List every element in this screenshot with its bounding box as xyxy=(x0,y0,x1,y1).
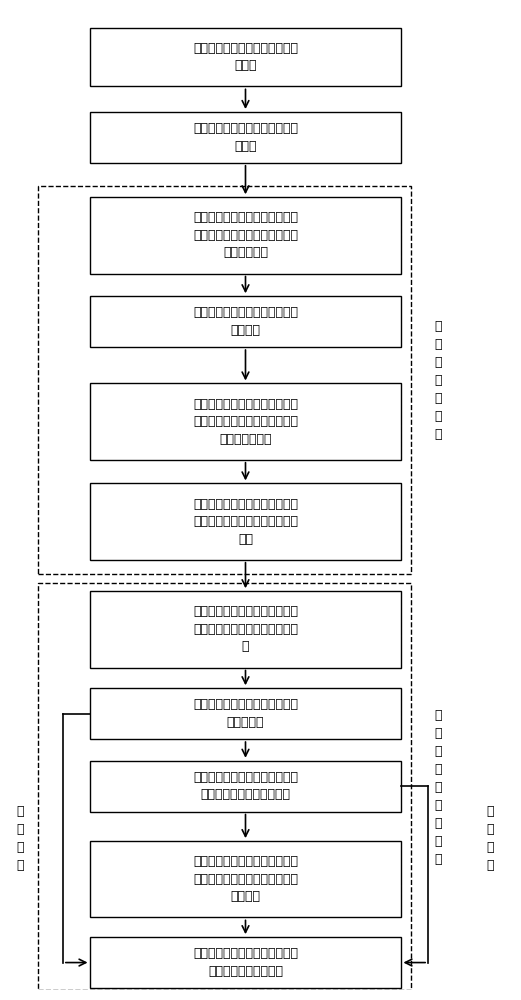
Text: 优
化
变
量: 优 化 变 量 xyxy=(17,805,24,872)
Bar xyxy=(91,383,401,460)
Text: 录制啄取动作视频、筛选可用图
像序列: 录制啄取动作视频、筛选可用图 像序列 xyxy=(193,122,298,153)
Text: 求所有帧上相邻编号标记关节点
的间距的平均值作为近似骨骼长
度: 求所有帧上相邻编号标记关节点 的间距的平均值作为近似骨骼长 度 xyxy=(193,605,298,653)
Text: 假
设
关
节
点
位
置
优
化: 假 设 关 节 点 位 置 优 化 xyxy=(435,709,442,866)
Text: 根据筛选出五个点的灰度值不同
进行编号: 根据筛选出五个点的灰度值不同 进行编号 xyxy=(193,306,298,337)
Text: 优
化
条
件: 优 化 条 件 xyxy=(487,805,494,872)
Text: 对图像进行腐蚀处理，使标记关
节点缩小为单像素点便于识别标
记点的圆心位置: 对图像进行腐蚀处理，使标记关 节点缩小为单像素点便于识别标 记点的圆心位置 xyxy=(193,398,298,446)
Bar xyxy=(38,186,411,574)
Bar xyxy=(91,761,401,812)
Text: 逐帧进行最优化求解，得到最优
关节假设点的位置坐标: 逐帧进行最优化求解，得到最优 关节假设点的位置坐标 xyxy=(193,947,298,978)
Bar xyxy=(91,112,401,163)
Bar xyxy=(91,841,401,917)
Text: 在啄木鸟关节点近似位置做标记
关节点: 在啄木鸟关节点近似位置做标记 关节点 xyxy=(193,42,298,72)
Text: 设两相邻编号的假设关节点间的
距离等于对于近似骨骼长度: 设两相邻编号的假设关节点间的 距离等于对于近似骨骼长度 xyxy=(193,771,298,801)
Text: 各
帧
图
像
预
处
理: 各 帧 图 像 预 处 理 xyxy=(435,320,442,441)
Bar xyxy=(91,296,401,347)
Bar xyxy=(91,591,401,668)
Text: 建立同编号假设关节点和标记关
节点间的距离求和函数作为优化
目标函数: 建立同编号假设关节点和标记关 节点间的距离求和函数作为优化 目标函数 xyxy=(193,855,298,903)
Text: 设与标记关节点一一对应的假设
关节点坐标: 设与标记关节点一一对应的假设 关节点坐标 xyxy=(193,698,298,729)
Bar xyxy=(91,688,401,739)
Bar xyxy=(91,937,401,988)
Bar xyxy=(91,197,401,274)
Bar xyxy=(91,483,401,560)
Bar xyxy=(91,28,401,86)
Text: 以图像左上角为原点建立图像坐
标系，得到各标记关节点的位置
坐标: 以图像左上角为原点建立图像坐 标系，得到各标记关节点的位置 坐标 xyxy=(193,498,298,546)
Bar xyxy=(38,583,411,990)
Text: 根据五个标记关节点颜色的灰度
值筛选出五个标记关节点，其余
均为黑色背景: 根据五个标记关节点颜色的灰度 值筛选出五个标记关节点，其余 均为黑色背景 xyxy=(193,211,298,259)
